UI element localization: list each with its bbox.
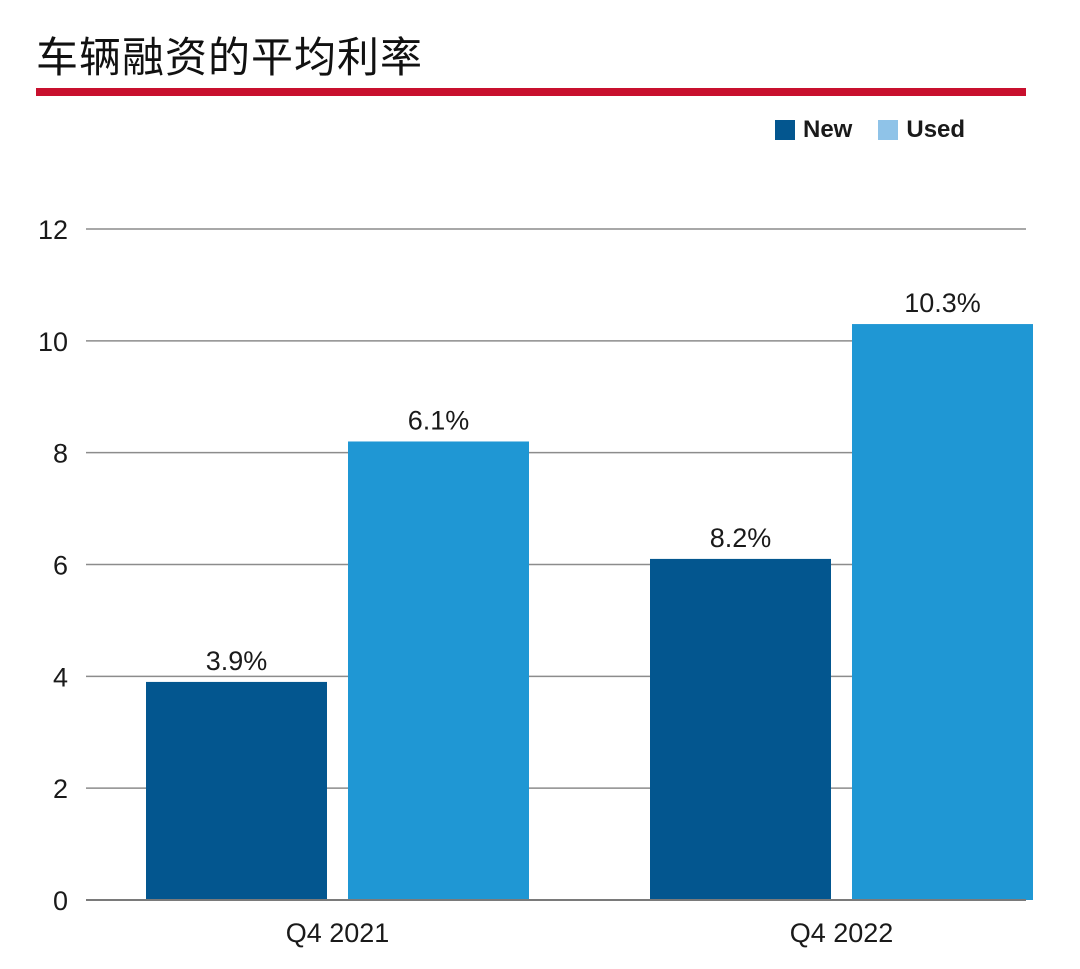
y-tick-label: 2 xyxy=(53,774,68,804)
x-tick-label: Q4 2021 xyxy=(286,918,390,948)
bar-new-1 xyxy=(146,681,327,900)
y-tick-label: 10 xyxy=(38,327,68,357)
y-tick-label: 6 xyxy=(53,551,68,581)
bar-new-2 xyxy=(650,558,831,900)
x-tick-label: Q4 2022 xyxy=(790,918,894,948)
legend-item-new: New xyxy=(775,116,852,144)
legend-label-used: Used xyxy=(906,116,966,143)
data-label: 6.1% xyxy=(408,405,470,435)
data-label: 3.9% xyxy=(206,646,268,676)
bar-used-1 xyxy=(348,441,529,900)
y-tick-label: 4 xyxy=(53,662,68,692)
y-tick-label: 12 xyxy=(38,215,68,245)
legend-swatch-used xyxy=(878,120,899,140)
y-tick-label: 0 xyxy=(53,886,68,916)
bar-used-2 xyxy=(852,324,1033,900)
y-tick-label: 8 xyxy=(53,439,68,469)
legend-item-used: Used xyxy=(878,116,965,144)
chart-title: 车辆融资的平均利率 xyxy=(36,33,424,82)
title-underline xyxy=(36,88,1026,96)
legend: New Used xyxy=(775,116,991,144)
legend-label-new: New xyxy=(803,116,853,143)
data-label: 8.2% xyxy=(710,523,772,553)
data-label: 10.3% xyxy=(904,288,981,318)
legend-swatch-new xyxy=(775,120,795,140)
